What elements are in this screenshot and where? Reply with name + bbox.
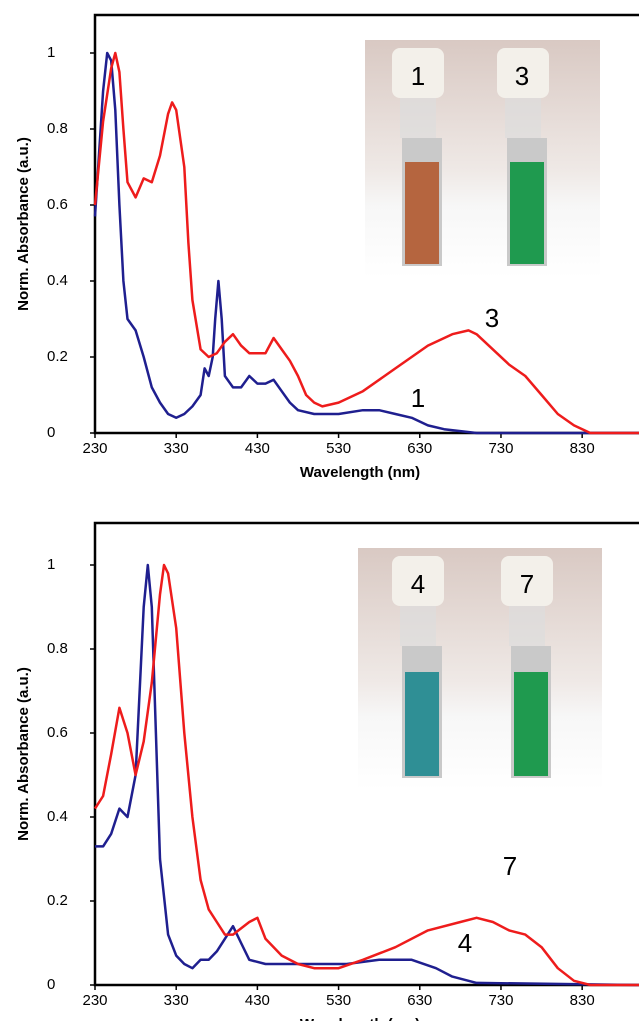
photo-top [365,40,600,278]
x-tick-label: 230 [82,992,107,1009]
y-tick-label: 0.2 [47,348,68,365]
y-axis-title: Norm. Absorbance (a.u.) [15,137,32,311]
y-tick-label: 0 [47,976,55,993]
y-tick-label: 0.2 [47,892,68,909]
y-tick-label: 1 [47,556,55,573]
y-tick-label: 0.8 [47,640,68,657]
y-axis-title: Norm. Absorbance (a.u.) [15,667,32,841]
curve-label: 3 [485,303,499,333]
x-tick-label: 530 [326,992,351,1009]
x-tick-label: 830 [570,440,595,457]
y-tick-label: 0.6 [47,724,68,741]
x-tick-label: 730 [488,992,513,1009]
photo-bottom [358,548,602,790]
x-tick-label: 730 [488,440,513,457]
x-tick-label: 830 [570,992,595,1009]
x-tick-label: 530 [326,440,351,457]
x-axis-title: Wavelength (nm) [300,464,420,481]
series-line [93,51,639,435]
series-line [93,563,639,987]
y-tick-label: 0.8 [47,120,68,137]
curve-label: 1 [411,383,425,413]
x-tick-label: 330 [164,440,189,457]
x-tick-label: 330 [164,992,189,1009]
photo-label: 4 [411,569,425,599]
photo-label: 1 [411,61,425,91]
series-line [93,51,639,435]
curve-label: 4 [458,928,472,958]
photo-label: 3 [515,61,529,91]
y-tick-label: 0.6 [47,196,68,213]
plot-frame [93,13,639,435]
x-tick-label: 430 [245,992,270,1009]
x-tick-label: 430 [245,440,270,457]
y-tick-label: 0 [47,424,55,441]
y-tick-label: 0.4 [47,272,68,289]
curve-label: 7 [503,851,517,881]
plot-frame [93,521,639,987]
x-tick-label: 630 [407,992,432,1009]
x-tick-label: 630 [407,440,432,457]
y-tick-label: 1 [47,44,55,61]
x-tick-label: 230 [82,440,107,457]
x-axis-title: Wavelength (nm) [300,1016,420,1021]
photo-label: 7 [520,569,534,599]
y-tick-label: 0.4 [47,808,68,825]
